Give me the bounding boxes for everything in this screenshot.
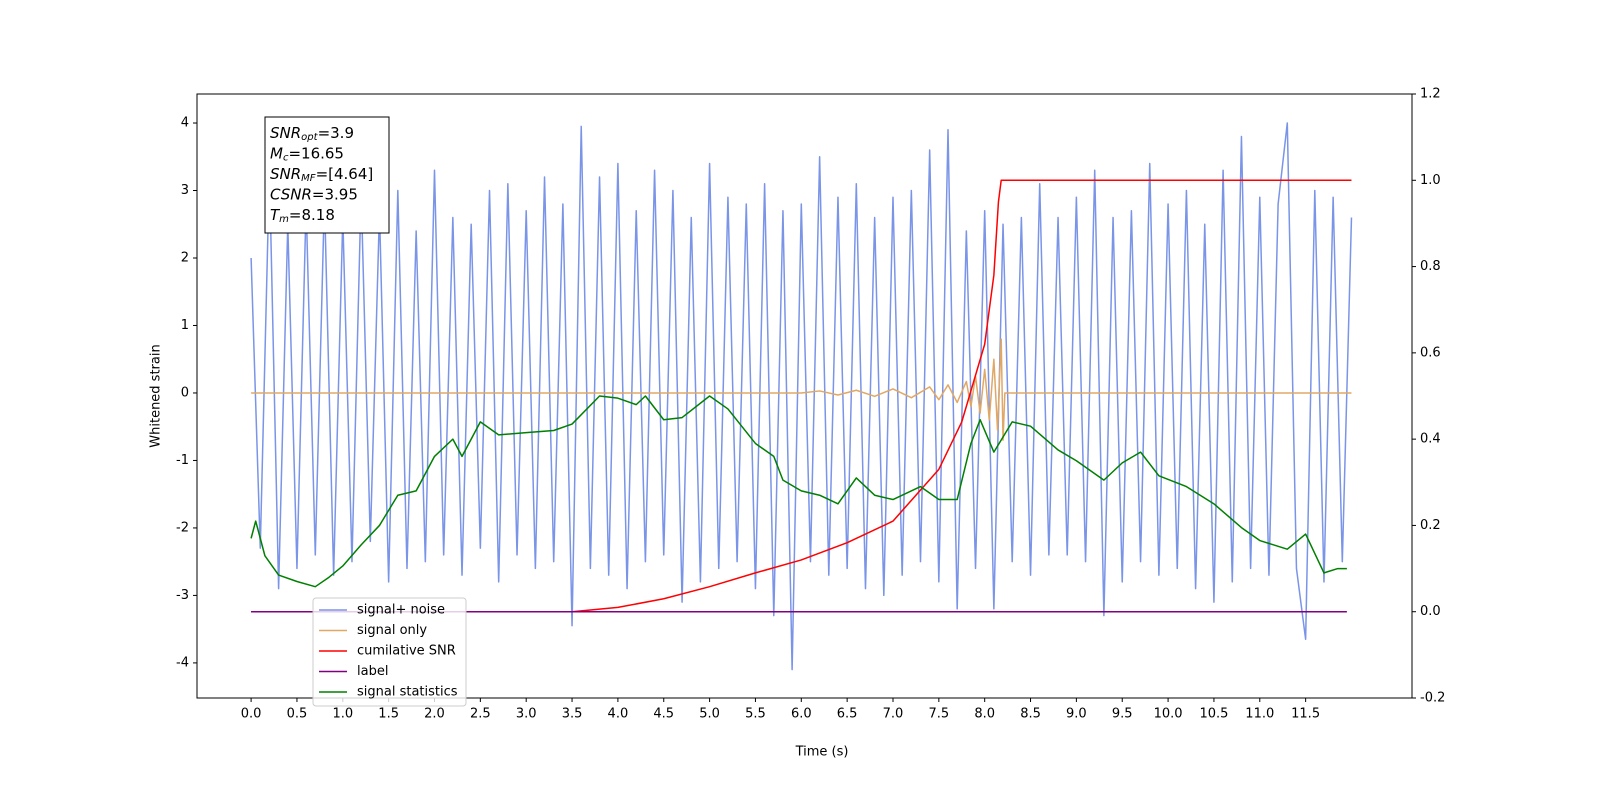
- y2-tick-label: 0.6: [1420, 345, 1441, 360]
- x-tick-label: 8.5: [1020, 707, 1041, 722]
- legend-label: cumilative SNR: [357, 644, 456, 659]
- y2-tick-label: 0.0: [1420, 604, 1441, 619]
- x-tick-label: 5.5: [745, 707, 766, 722]
- annotation-value: =[4.64]: [316, 165, 374, 183]
- annotation-line: SNRMF=[4.64]: [270, 165, 373, 185]
- axes-frame: [196, 93, 1413, 699]
- y-tick-label: -1: [176, 453, 189, 468]
- annotation-line: Tm=8.18: [270, 206, 335, 226]
- y2-tick-label: 1.0: [1420, 173, 1441, 188]
- legend-label: signal only: [357, 623, 427, 638]
- series-line: [251, 179, 1352, 613]
- annotation-symbol: M: [270, 144, 283, 162]
- annotation-subscript: opt: [301, 132, 318, 143]
- annotation-line: SNRopt=3.9: [270, 124, 354, 144]
- x-tick-label: 11.5: [1291, 707, 1320, 722]
- series-line: [251, 338, 1352, 441]
- x-tick-label: 0.0: [241, 707, 262, 722]
- x-tick-label: 1.0: [332, 707, 353, 722]
- annotation-subscript: c: [283, 153, 289, 164]
- annotation-subscript: m: [279, 214, 289, 225]
- x-tick-label: 3.0: [516, 707, 537, 722]
- y-tick-label: -3: [176, 588, 189, 603]
- legend: signal+ noise signal only cumilative SNR la…: [312, 597, 467, 707]
- y-tick-label: -4: [176, 655, 189, 670]
- y-axis-label: Whitened strain: [149, 344, 164, 447]
- legend-label: signal statistics: [357, 685, 458, 700]
- x-tick-label: 7.0: [883, 707, 904, 722]
- series-line: [250, 395, 1347, 588]
- y2-tick-label: 0.8: [1420, 259, 1441, 274]
- y-tick-label: 4: [181, 116, 189, 131]
- x-tick-label: 9.0: [1066, 707, 1087, 722]
- legend-label: label: [357, 664, 388, 679]
- y2-tick-label: 1.2: [1420, 87, 1441, 102]
- annotation-subscript: MF: [301, 173, 316, 184]
- x-tick-label: 8.0: [974, 707, 995, 722]
- x-tick-label: 6.5: [837, 707, 858, 722]
- x-tick-label: 2.0: [424, 707, 445, 722]
- y2-tick-label: -0.2: [1420, 691, 1445, 706]
- annotation-value: =3.95: [312, 185, 358, 203]
- annotation-symbol: T: [270, 206, 281, 224]
- annotation-line: CSNR=3.95: [270, 185, 358, 203]
- y2-tick-label: 0.4: [1420, 432, 1441, 447]
- annotation-value: =16.65: [288, 144, 344, 162]
- annotation-value: =3.9: [318, 124, 354, 142]
- annotation-frame: [264, 116, 390, 234]
- x-tick-label: 10.0: [1154, 707, 1183, 722]
- x-tick-label: 1.5: [378, 707, 399, 722]
- series-line: [250, 122, 1353, 671]
- x-tick-label: 11.0: [1245, 707, 1274, 722]
- x-tick-label: 6.0: [791, 707, 812, 722]
- x-tick-label: 10.5: [1199, 707, 1228, 722]
- x-tick-label: 4.0: [608, 707, 629, 722]
- x-tick-label: 3.5: [562, 707, 583, 722]
- annotation-box: SNRopt=3.9Mc=16.65SNRMF=[4.64]CSNR=3.95T…: [264, 116, 390, 234]
- plot-area: [250, 122, 1353, 671]
- y2-tick-label: 0.2: [1420, 518, 1441, 533]
- annotation-symbol: SNR: [270, 124, 301, 142]
- x-tick-label: 7.5: [928, 707, 949, 722]
- legend-frame: [312, 597, 467, 707]
- annotation-symbol: SNR: [270, 165, 301, 183]
- x-tick-label: 4.5: [653, 707, 674, 722]
- y-tick-label: 3: [181, 183, 189, 198]
- y-tick-label: 1: [181, 318, 189, 333]
- x-tick-label: 9.5: [1112, 707, 1133, 722]
- annotation-symbol: CSNR: [270, 185, 312, 203]
- x-axis-label: Time (s): [795, 745, 849, 760]
- x-tick-label: 2.5: [470, 707, 491, 722]
- legend-label: signal+ noise: [357, 603, 445, 618]
- y-tick-label: 2: [181, 250, 189, 265]
- y-tick-label: 0: [181, 385, 189, 400]
- y-tick-label: -2: [176, 520, 189, 535]
- annotation-value: =8.18: [289, 206, 335, 224]
- x-tick-label: 5.0: [699, 707, 720, 722]
- annotation-line: Mc=16.65: [270, 144, 344, 164]
- x-tick-label: 0.5: [287, 707, 308, 722]
